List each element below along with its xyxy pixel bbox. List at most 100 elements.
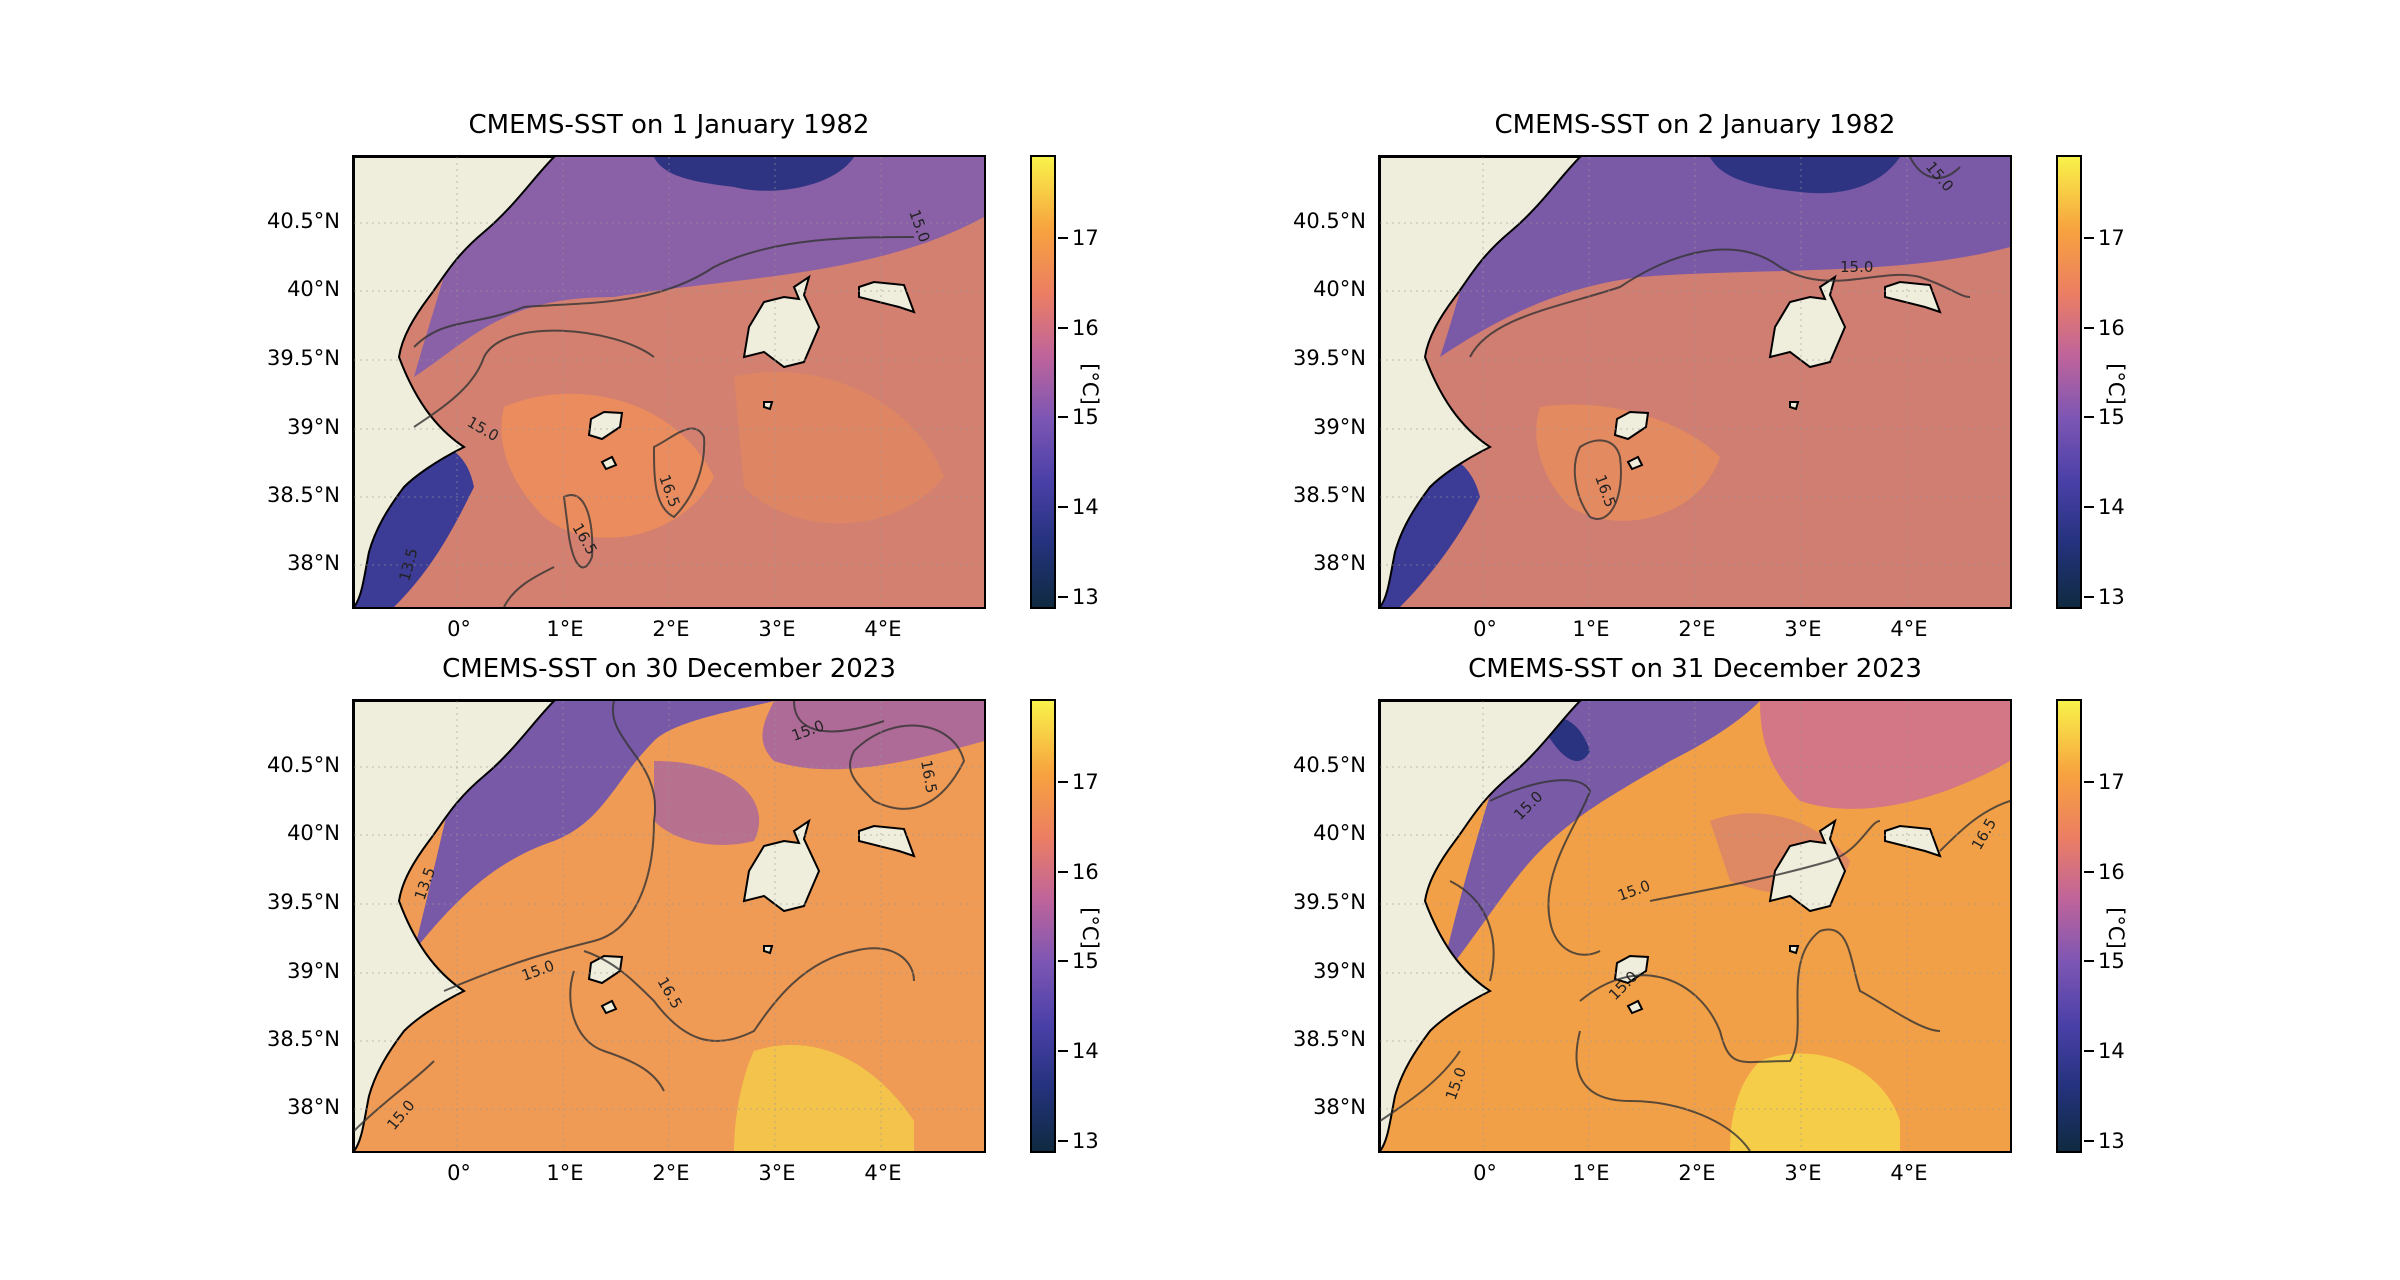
y-tick-label: 39°N [1313, 959, 1366, 983]
sst-map: 13.5 15.0 15.0 16.5 16.5 [352, 155, 986, 609]
y-tick-label: 38.5°N [1293, 483, 1366, 507]
colorbar-tick-label: 17 [2098, 226, 2125, 250]
colorbar-tick [2084, 960, 2094, 962]
x-tick-label: 2°E [1678, 617, 1716, 641]
colorbar-tick-label: 15 [1072, 405, 1099, 429]
x-tick-label: 3°E [758, 617, 796, 641]
y-tick-label: 39°N [1313, 415, 1366, 439]
panel-title: CMEMS-SST on 31 December 2023 [1468, 654, 1922, 684]
colorbar-tick-label: 14 [2098, 1039, 2125, 1063]
x-tick-label: 4°E [1890, 617, 1928, 641]
x-tick-label: 4°E [1890, 1161, 1928, 1185]
colorbar-tick-label: 17 [1072, 226, 1099, 250]
x-tick-label: 4°E [864, 1161, 902, 1185]
colorbar-tick-label: 13 [1072, 585, 1099, 609]
y-tick-label: 39°N [287, 959, 340, 983]
colorbar-tick [2084, 327, 2094, 329]
y-tick-label: 38°N [287, 1095, 340, 1119]
colorbar-tick-label: 13 [2098, 585, 2125, 609]
y-tick-label: 38°N [287, 551, 340, 575]
panel-title: CMEMS-SST on 2 January 1982 [1494, 110, 1896, 140]
y-tick-label: 38.5°N [267, 483, 340, 507]
y-tick-label: 40°N [287, 821, 340, 845]
map-panel-4: CMEMS-SST on 31 December 2023 [1026, 544, 2226, 1185]
colorbar-tick-label: 16 [1072, 316, 1099, 340]
colorbar-tick [1058, 506, 1068, 508]
sst-map: 15.0 15.0 16.5 [1378, 155, 2012, 609]
colorbar-tick-label: 14 [2098, 495, 2125, 519]
y-tick-label: 38.5°N [1293, 1027, 1366, 1051]
y-tick-label: 39.5°N [267, 346, 340, 370]
colorbar-tick [1058, 1050, 1068, 1052]
x-tick-label: 1°E [1572, 1161, 1610, 1185]
colorbar-tick [2084, 416, 2094, 418]
contour-label: 16.5 [917, 759, 941, 795]
x-tick-label: 0° [1473, 617, 1497, 641]
colorbar-tick-label: 14 [1072, 495, 1099, 519]
contour-label: 15.0 [1840, 258, 1873, 276]
y-tick-label: 39.5°N [1293, 346, 1366, 370]
colorbar-tick [2084, 1140, 2094, 1142]
y-tick-label: 39.5°N [267, 890, 340, 914]
x-tick-label: 2°E [652, 1161, 690, 1185]
colorbar-tick-label: 15 [2098, 949, 2125, 973]
colorbar-tick [1058, 960, 1068, 962]
colorbar [2056, 155, 2082, 609]
sst-map: 15.0 15.0 16.5 16.5 15.0 13.5 [352, 699, 986, 1153]
colorbar [2056, 699, 2082, 1153]
y-tick-label: 40.5°N [267, 209, 340, 233]
colorbar-tick [2084, 871, 2094, 873]
panel-title: CMEMS-SST on 1 January 1982 [468, 110, 870, 140]
x-tick-label: 3°E [758, 1161, 796, 1185]
y-tick-label: 38.5°N [267, 1027, 340, 1051]
y-tick-label: 40.5°N [1293, 209, 1366, 233]
x-tick-label: 1°E [546, 1161, 584, 1185]
x-tick-label: 2°E [652, 617, 690, 641]
colorbar-tick [1058, 237, 1068, 239]
panel-title: CMEMS-SST on 30 December 2023 [442, 654, 896, 684]
colorbar-tick [2084, 781, 2094, 783]
colorbar-tick-label: 13 [1072, 1129, 1099, 1153]
colorbar-tick-label: 15 [2098, 405, 2125, 429]
y-tick-label: 40.5°N [1293, 753, 1366, 777]
colorbar-tick-label: 15 [1072, 949, 1099, 973]
x-tick-label: 1°E [546, 617, 584, 641]
colorbar-tick-label: 16 [2098, 316, 2125, 340]
colorbar-tick-label: 14 [1072, 1039, 1099, 1063]
colorbar-tick [1058, 871, 1068, 873]
colorbar-tick [2084, 506, 2094, 508]
y-tick-label: 38°N [1313, 551, 1366, 575]
x-tick-label: 0° [447, 617, 471, 641]
colorbar-tick [1058, 781, 1068, 783]
colorbar-tick-label: 16 [1072, 860, 1099, 884]
x-tick-label: 3°E [1784, 1161, 1822, 1185]
y-tick-label: 40.5°N [267, 753, 340, 777]
y-tick-label: 40°N [1313, 821, 1366, 845]
y-tick-label: 39°N [287, 415, 340, 439]
colorbar-tick [1058, 596, 1068, 598]
colorbar-tick [1058, 1140, 1068, 1142]
colorbar-tick-label: 16 [2098, 860, 2125, 884]
colorbar-tick-label: 17 [2098, 770, 2125, 794]
y-tick-label: 39.5°N [1293, 890, 1366, 914]
colorbar-tick-label: 17 [1072, 770, 1099, 794]
y-tick-label: 38°N [1313, 1095, 1366, 1119]
colorbar-tick-label: 13 [2098, 1129, 2125, 1153]
x-tick-label: 1°E [1572, 617, 1610, 641]
y-tick-label: 40°N [287, 277, 340, 301]
colorbar-tick [1058, 327, 1068, 329]
colorbar [1030, 699, 1056, 1153]
x-tick-label: 2°E [1678, 1161, 1716, 1185]
colorbar-tick [2084, 596, 2094, 598]
map-panel-1: CMEMS-SST on 1 January 1982 [0, 0, 1200, 641]
x-tick-label: 0° [1473, 1161, 1497, 1185]
x-tick-label: 0° [447, 1161, 471, 1185]
x-tick-label: 3°E [1784, 617, 1822, 641]
colorbar [1030, 155, 1056, 609]
map-panel-3: CMEMS-SST on 30 December 2023 [0, 544, 1200, 1185]
y-tick-label: 40°N [1313, 277, 1366, 301]
map-panel-2: CMEMS-SST on 2 January 1982 [1026, 0, 2226, 641]
x-tick-label: 4°E [864, 617, 902, 641]
colorbar-tick [2084, 237, 2094, 239]
sst-map: 15.0 15.0 15.0 16.5 15.0 [1378, 699, 2012, 1153]
